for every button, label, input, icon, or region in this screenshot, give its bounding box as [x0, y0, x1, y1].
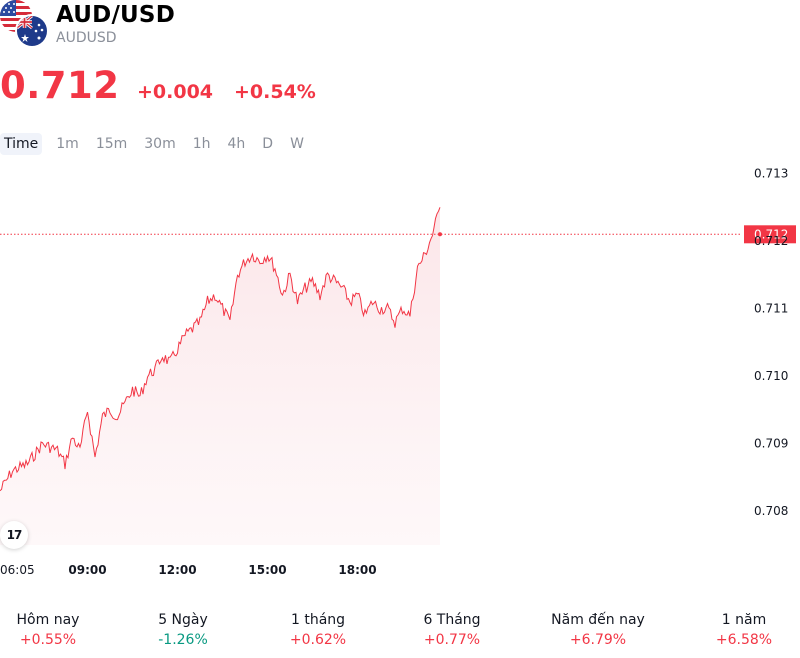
perf-label: 6 Tháng [423, 612, 481, 628]
y-axis-tick-label: 0.712 [754, 234, 788, 248]
price-chart[interactable]: 0.712 0.713 0.712 0.711 0.710 0.709 0.708 06:… [0, 160, 800, 590]
timeframe-1h[interactable]: 1h [192, 136, 211, 152]
perf-item-ytd[interactable]: Năm đến nay +6.79% [543, 610, 653, 650]
x-axis-tick-label: 06:05 [0, 563, 35, 577]
perf-label: 1 năm [721, 612, 767, 628]
timeframe-d[interactable]: D [262, 136, 274, 152]
perf-item-1m[interactable]: 1 tháng +0.62% [263, 610, 373, 650]
last-price: 0.712 [0, 64, 120, 107]
timeframe-4h[interactable]: 4h [227, 136, 246, 152]
y-axis-tick-label: 0.711 [754, 302, 788, 316]
current-price-label: 0.712 [754, 227, 788, 241]
y-axis-tick-label: 0.709 [754, 437, 788, 451]
current-price-label-bg [744, 225, 796, 244]
timeframe-selector: Time 1m 15m 30m 1h 4h D W [0, 132, 313, 156]
perf-value: +6.79% [569, 632, 627, 648]
perf-item-5d[interactable]: 5 Ngày -1.26% [128, 610, 238, 650]
timeframe-30m[interactable]: 30m [144, 136, 176, 152]
tradingview-logo-icon[interactable]: 17 [0, 521, 28, 549]
currency-pair-flags [0, 0, 50, 50]
symbol-title: AUD/USD [56, 2, 175, 28]
x-axis-tick-label: 09:00 [68, 563, 106, 577]
perf-label: Năm đến nay [551, 612, 645, 628]
perf-label: 1 tháng [290, 612, 346, 628]
price-area-fill [0, 207, 440, 546]
x-axis-tick-label: 12:00 [158, 563, 196, 577]
perf-label: 5 Ngày [158, 612, 208, 628]
x-axis-tick-label: 18:00 [338, 563, 376, 577]
y-axis-tick-label: 0.713 [754, 167, 788, 181]
x-axis-tick-label: 15:00 [248, 563, 286, 577]
timeframe-15m[interactable]: 15m [95, 136, 128, 152]
symbol-ticker: AUDUSD [56, 30, 117, 46]
timeframe-1m[interactable]: 1m [56, 136, 79, 152]
price-change-absolute: +0.004 [137, 81, 214, 103]
performance-bar: Hôm nay +0.55% 5 Ngày -1.26% 1 tháng +0.… [0, 610, 800, 650]
australia-flag-icon [15, 14, 49, 48]
timeframe-w[interactable]: W [290, 136, 304, 152]
perf-value: +0.77% [423, 632, 481, 648]
perf-item-6m[interactable]: 6 Tháng +0.77% [397, 610, 507, 650]
price-series-line [0, 207, 441, 492]
perf-label: Hôm nay [16, 612, 80, 628]
y-axis-tick-label: 0.708 [754, 504, 788, 518]
timeframe-time[interactable]: Time [0, 133, 43, 155]
perf-value: +6.58% [715, 632, 773, 648]
perf-item-1y[interactable]: 1 năm +6.58% [689, 610, 799, 650]
perf-value: -1.26% [158, 632, 208, 648]
last-price-marker [438, 232, 442, 237]
perf-item-today[interactable]: Hôm nay +0.55% [0, 610, 103, 650]
perf-value: +0.62% [289, 632, 347, 648]
price-change-percent: +0.54% [234, 81, 316, 103]
y-axis-tick-label: 0.710 [754, 369, 788, 383]
perf-value: +0.55% [19, 632, 77, 648]
